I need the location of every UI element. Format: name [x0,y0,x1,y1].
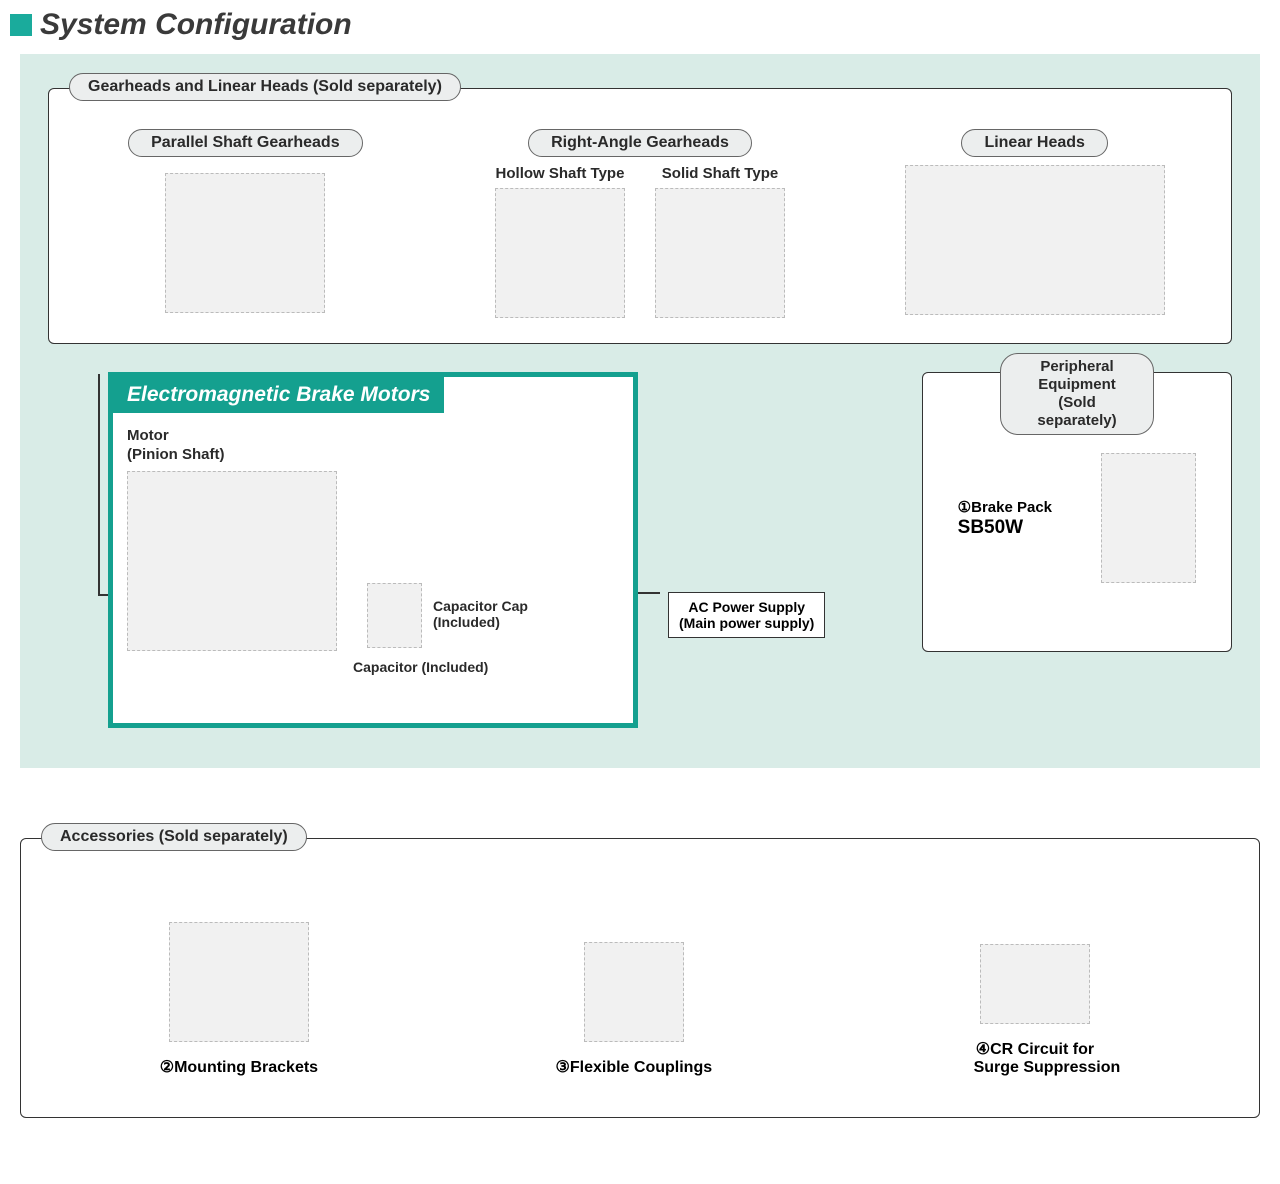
accessories-box: Accessories (Sold separately) ②Mounting … [20,838,1260,1118]
brake-pack-model: SB50W [958,517,1023,538]
accessory-cr-circuit: ④CR Circuit for Surge Suppression [950,944,1121,1077]
capacitor-cap-label: Capacitor Cap (Included) [433,598,573,630]
ac-power-supply-box: AC Power Supply (Main power supply) [668,592,825,638]
hollow-shaft-subcolumn: Hollow Shaft Type [495,165,625,323]
motor-label-line2: (Pinion Shaft) [127,446,225,463]
ac-line1: AC Power Supply [688,599,805,615]
solid-shaft-subcolumn: Solid Shaft Type [655,165,785,323]
page-title: System Configuration [40,8,352,42]
page-title-bar: System Configuration [0,0,1280,54]
linear-heads-label: Linear Heads [961,129,1107,157]
accessories-panel: Accessories (Sold separately) ②Mounting … [20,838,1260,1118]
right-angle-column: Right-Angle Gearheads Hollow Shaft Type … [458,129,823,323]
parallel-shaft-gearhead-image [165,173,325,313]
solid-shaft-label: Solid Shaft Type [655,165,785,182]
capacitor-label: Capacitor (Included) [353,659,488,675]
parallel-shaft-column: Parallel Shaft Gearheads [63,129,428,323]
linear-heads-image [905,165,1165,315]
brake-pack-image [1101,453,1196,583]
peripheral-legend: Peripheral Equipment (Sold separately) [1000,353,1154,435]
parallel-shaft-label: Parallel Shaft Gearheads [128,129,363,157]
middle-row: Electromagnetic Brake Motors Motor (Pini… [48,372,1232,728]
flexible-coupling-image [584,942,684,1042]
gearheads-legend: Gearheads and Linear Heads (Sold separat… [69,73,461,101]
motor-label-line1: Motor [127,427,169,444]
motor-label: Motor (Pinion Shaft) [127,427,619,465]
hollow-shaft-gearhead-image [495,188,625,318]
connector-line [98,374,100,596]
capacitor-area: Capacitor Cap (Included) Capacitor (Incl… [353,583,488,675]
accessories-legend: Accessories (Sold separately) [41,823,307,851]
right-angle-label: Right-Angle Gearheads [528,129,752,157]
mounting-bracket-image [169,922,309,1042]
linear-heads-column: Linear Heads [852,129,1217,323]
brake-box-body: Motor (Pinion Shaft) Capacitor Cap (Incl… [113,413,633,723]
gearheads-section: Gearheads and Linear Heads (Sold separat… [48,88,1232,344]
accessory-flexible-couplings: ③Flexible Couplings [556,942,713,1077]
brake-box-header: Electromagnetic Brake Motors [113,377,444,413]
accessory-mounting-brackets: ②Mounting Brackets [160,922,318,1077]
ac-line2: (Main power supply) [679,615,814,631]
electromagnetic-brake-box: Electromagnetic Brake Motors Motor (Pini… [108,372,638,728]
gearheads-row: Parallel Shaft Gearheads Right-Angle Gea… [63,107,1217,323]
peripheral-equipment-box: Peripheral Equipment (Sold separately) ①… [922,372,1232,652]
main-panel: Gearheads and Linear Heads (Sold separat… [20,54,1260,768]
capacitor-image [367,583,422,648]
title-accent-box [10,14,32,36]
hollow-shaft-label: Hollow Shaft Type [495,165,625,182]
solid-shaft-gearhead-image [655,188,785,318]
cr-circuit-image [980,944,1090,1024]
brake-pack-text: ①Brake Pack SB50W [958,498,1052,539]
motor-image [127,471,337,651]
